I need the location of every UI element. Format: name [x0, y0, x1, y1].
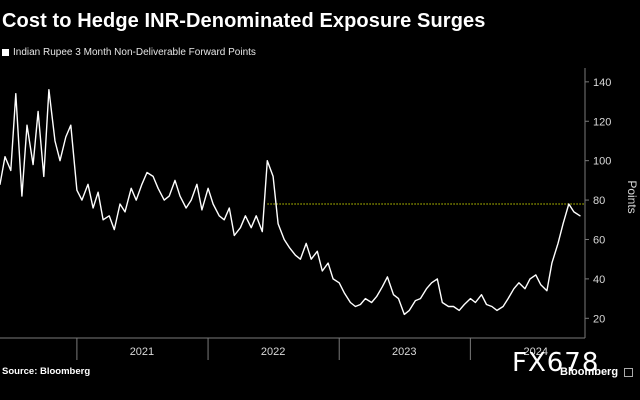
- y-tick-label-80: 80: [593, 195, 605, 207]
- x-tick-label-2021: 2021: [130, 346, 154, 358]
- y-tick-label-60: 60: [593, 234, 605, 246]
- x-tick-label-2024: 2024: [524, 346, 548, 358]
- y-tick-label-20: 20: [593, 313, 605, 325]
- brand-logo-text: Bloomberg: [560, 366, 619, 378]
- y-tick-label-140: 140: [593, 77, 611, 89]
- x-tick-label-2022: 2022: [261, 346, 285, 358]
- watermark: FX678: [512, 348, 600, 378]
- line-chart: 2021 2022 2023 2024 20 40 60 80 100 120 140 Points: [0, 68, 639, 360]
- series-group: [0, 89, 581, 316]
- y-axis-label: Points: [625, 180, 639, 213]
- source-note: Source: Bloomberg: [2, 366, 91, 377]
- y-tick-label-40: 40: [593, 274, 605, 286]
- y-tick-label-120: 120: [593, 116, 611, 128]
- y-axis: 20 40 60 80 100 120 140 Points: [584, 68, 639, 338]
- series-line-0: [0, 89, 581, 316]
- legend-swatch: [2, 49, 9, 56]
- brand-icon: [624, 368, 633, 377]
- y-tick-label-100: 100: [593, 156, 611, 168]
- legend: Indian Rupee 3 Month Non-Deliverable For…: [2, 47, 256, 58]
- x-axis: 2021 2022 2023 2024: [0, 337, 585, 360]
- chart-title: Cost to Hedge INR-Denominated Exposure S…: [2, 10, 486, 32]
- x-tick-label-2023: 2023: [392, 346, 416, 358]
- legend-label: Indian Rupee 3 Month Non-Deliverable For…: [13, 47, 256, 58]
